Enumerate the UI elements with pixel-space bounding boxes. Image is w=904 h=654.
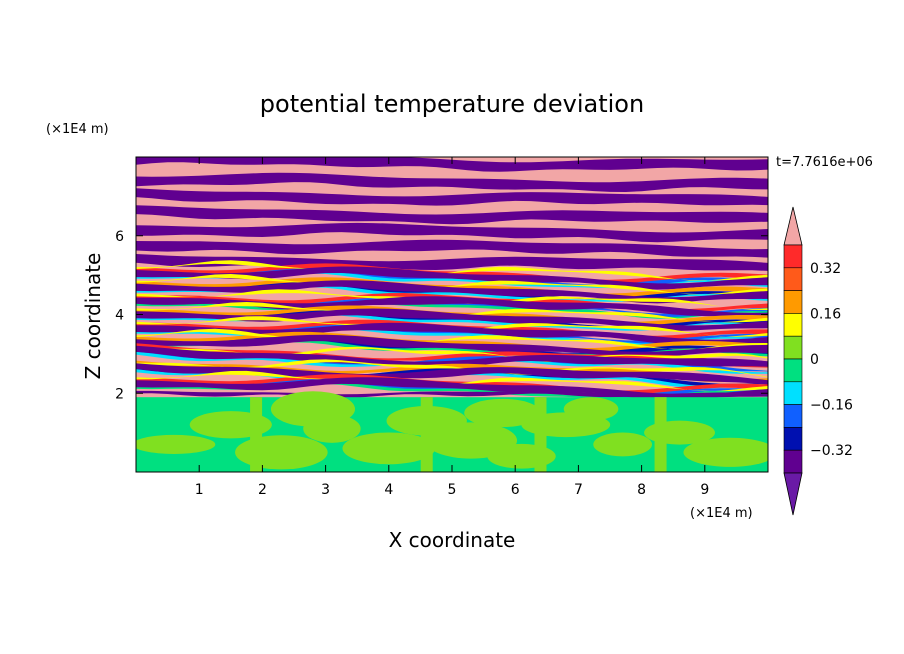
purple-band <box>136 334 768 359</box>
convective-cell <box>683 437 768 467</box>
purple-band <box>136 308 768 331</box>
purple-band <box>136 188 768 206</box>
convective-cell <box>270 391 356 427</box>
purple-band <box>136 222 768 243</box>
colorbar-label: 0.32 <box>810 261 841 277</box>
colorbar-bin <box>783 358 803 383</box>
colorbar-bin <box>783 427 803 451</box>
convective-cell <box>342 432 436 465</box>
colorbar-label: −0.16 <box>810 398 853 414</box>
upper-bands <box>136 157 768 400</box>
x-axis-label: X coordinate <box>389 528 516 552</box>
cool-band <box>136 269 768 289</box>
colorbar-bin <box>783 267 803 291</box>
purple-band <box>136 205 768 225</box>
lower-zone <box>136 391 768 472</box>
colorbar-bin <box>783 335 803 360</box>
x-tick-label: 2 <box>258 482 267 498</box>
x-tick-label: 5 <box>448 482 457 498</box>
y-unit-label: (×1E4 m) <box>46 122 109 137</box>
purple-band <box>136 172 768 192</box>
y-axis-label: Z coordinate <box>81 253 105 380</box>
plot-area <box>136 157 768 472</box>
convective-plume <box>420 397 433 472</box>
y-tick-label: 2 <box>115 386 124 402</box>
convective-plume <box>250 397 263 472</box>
colorbar-over-arrow <box>783 206 803 246</box>
colorbar-bin <box>783 244 803 269</box>
purple-band <box>136 280 768 304</box>
yellow-band <box>136 289 768 311</box>
purple-band <box>136 239 768 258</box>
cold-band <box>136 348 768 372</box>
x-axis: 1 2 3 4 5 6 7 8 9 <box>195 157 709 498</box>
yellow-band <box>136 359 768 378</box>
purple-band <box>136 266 768 290</box>
convective-plume <box>534 397 547 472</box>
colorbar-label: 0 <box>810 352 819 368</box>
x-tick-label: 7 <box>574 482 583 498</box>
convective-cell <box>563 397 619 421</box>
convective-cell <box>136 434 216 454</box>
time-label: t=7.7616e+06 <box>776 155 873 170</box>
yellow-band <box>136 302 768 323</box>
colorbar-bin <box>783 404 803 428</box>
x-tick-label: 4 <box>384 482 393 498</box>
cool-band <box>136 283 768 302</box>
convective-plume <box>654 397 667 472</box>
cold-band <box>136 324 768 344</box>
y-tick-label: 4 <box>115 308 124 324</box>
yellow-band <box>136 328 768 350</box>
colorbar-label: 0.16 <box>810 306 841 322</box>
purple-band <box>136 345 768 368</box>
colorbar: 0.32 0.16 0 −0.16 −0.32 <box>783 206 853 516</box>
chart-title: potential temperature deviation <box>260 90 644 118</box>
convective-cell <box>235 435 328 470</box>
colorbar-bin <box>783 313 803 337</box>
warm-band <box>136 343 768 368</box>
purple-band <box>136 157 768 172</box>
purple-band <box>136 363 768 385</box>
purple-band <box>136 390 768 399</box>
x-unit-label: (×1E4 m) <box>690 506 753 521</box>
colorbar-bin <box>783 290 803 314</box>
colorbar-bin <box>783 449 803 474</box>
colorbar-bin <box>783 381 803 405</box>
purple-band <box>136 296 768 318</box>
x-tick-label: 8 <box>637 482 646 498</box>
yellow-band <box>136 316 768 337</box>
x-tick-label: 1 <box>195 482 204 498</box>
x-tick-label: 3 <box>321 482 330 498</box>
y-axis: 2 4 6 <box>115 229 768 402</box>
convective-cell <box>464 398 541 428</box>
colorbar-under-arrow <box>783 472 803 516</box>
x-tick-label: 6 <box>511 482 520 498</box>
y-tick-label: 6 <box>115 229 124 245</box>
colorbar-label: −0.32 <box>810 443 853 459</box>
convective-cell <box>593 432 652 457</box>
x-tick-label: 9 <box>700 482 709 498</box>
